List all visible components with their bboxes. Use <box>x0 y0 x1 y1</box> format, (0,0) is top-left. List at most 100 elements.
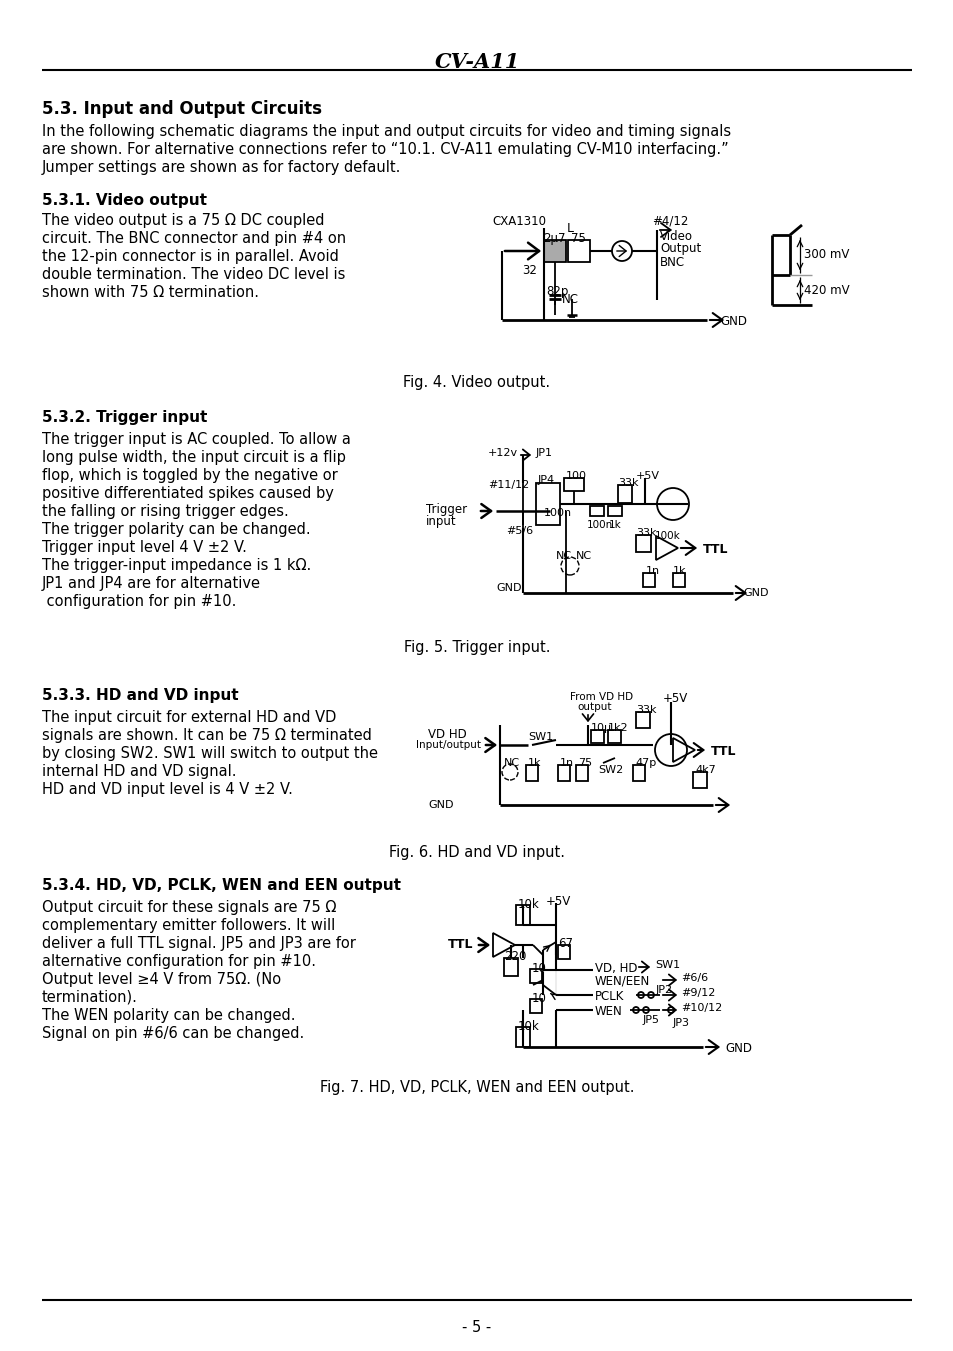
Text: alternative configuration for pin #10.: alternative configuration for pin #10. <box>42 954 315 969</box>
Text: double termination. The video DC level is: double termination. The video DC level i… <box>42 267 345 282</box>
Text: The trigger polarity can be changed.: The trigger polarity can be changed. <box>42 521 311 536</box>
Text: VD HD: VD HD <box>428 728 466 740</box>
Text: 47p: 47p <box>635 758 656 767</box>
Text: The input circuit for external HD and VD: The input circuit for external HD and VD <box>42 711 336 725</box>
Text: CV-A11: CV-A11 <box>434 51 519 72</box>
Text: 1k: 1k <box>608 520 621 530</box>
Text: flop, which is toggled by the negative or: flop, which is toggled by the negative o… <box>42 467 337 484</box>
Text: Trigger input level 4 V ±2 V.: Trigger input level 4 V ±2 V. <box>42 540 247 555</box>
Bar <box>589 507 603 516</box>
Text: #5/6: #5/6 <box>505 526 533 536</box>
Text: long pulse width, the input circuit is a flip: long pulse width, the input circuit is a… <box>42 450 346 465</box>
Text: 10: 10 <box>532 962 546 975</box>
Text: Fig. 6. HD and VD input.: Fig. 6. HD and VD input. <box>389 844 564 861</box>
Text: WEN: WEN <box>595 1005 622 1019</box>
Text: Video: Video <box>659 230 692 243</box>
Bar <box>530 998 541 1013</box>
Text: Input/output: Input/output <box>416 740 480 750</box>
Text: TTL: TTL <box>448 938 473 951</box>
Bar <box>636 712 649 728</box>
Text: 5.3.4. HD, VD, PCLK, WEN and EEN output: 5.3.4. HD, VD, PCLK, WEN and EEN output <box>42 878 400 893</box>
Text: +12v: +12v <box>488 449 517 458</box>
Text: shown with 75 Ω termination.: shown with 75 Ω termination. <box>42 285 258 300</box>
Text: 4k7: 4k7 <box>695 765 715 775</box>
Text: JP4: JP4 <box>537 476 555 485</box>
Bar <box>563 478 583 490</box>
Text: 5.3. Input and Output Circuits: 5.3. Input and Output Circuits <box>42 100 322 118</box>
Text: Fig. 5. Trigger input.: Fig. 5. Trigger input. <box>403 640 550 655</box>
Text: 5.3.2. Trigger input: 5.3.2. Trigger input <box>42 409 207 426</box>
Text: NC: NC <box>556 551 572 561</box>
Text: 10μ: 10μ <box>590 723 612 734</box>
Text: 2μ7: 2μ7 <box>542 232 565 245</box>
Text: 33k: 33k <box>636 705 656 715</box>
Text: WEN/EEN: WEN/EEN <box>595 975 650 988</box>
Text: by closing SW2. SW1 will switch to output the: by closing SW2. SW1 will switch to outpu… <box>42 746 377 761</box>
Text: 1n: 1n <box>559 758 574 767</box>
Bar <box>607 507 621 516</box>
Text: 1k: 1k <box>527 758 541 767</box>
Bar <box>607 730 620 743</box>
Text: NC: NC <box>576 551 592 561</box>
Text: signals are shown. It can be 75 Ω terminated: signals are shown. It can be 75 Ω termin… <box>42 728 372 743</box>
Text: SW1: SW1 <box>527 732 553 742</box>
Text: The trigger-input impedance is 1 kΩ.: The trigger-input impedance is 1 kΩ. <box>42 558 311 573</box>
Text: The WEN polarity can be changed.: The WEN polarity can be changed. <box>42 1008 295 1023</box>
Text: 100n: 100n <box>586 520 613 530</box>
Text: the 12-pin connector is in parallel. Avoid: the 12-pin connector is in parallel. Avo… <box>42 249 338 263</box>
Text: #11/12: #11/12 <box>488 480 529 490</box>
Bar <box>516 905 530 925</box>
Text: In the following schematic diagrams the input and output circuits for video and : In the following schematic diagrams the … <box>42 124 730 139</box>
Text: JP1 and JP4 are for alternative: JP1 and JP4 are for alternative <box>42 576 261 590</box>
Bar <box>692 771 706 788</box>
Text: 100k: 100k <box>655 531 680 540</box>
Text: JP2: JP2 <box>656 985 673 994</box>
Text: 100n: 100n <box>543 508 572 517</box>
Text: 420 mV: 420 mV <box>803 284 849 297</box>
Text: From VD HD: From VD HD <box>569 692 633 703</box>
Text: 5.3.3. HD and VD input: 5.3.3. HD and VD input <box>42 688 238 703</box>
Bar <box>618 485 631 503</box>
Text: #10/12: #10/12 <box>680 1002 721 1013</box>
Text: CXA1310: CXA1310 <box>492 215 545 228</box>
Text: internal HD and VD signal.: internal HD and VD signal. <box>42 765 236 780</box>
Text: NC: NC <box>561 293 578 305</box>
Text: SW1: SW1 <box>655 961 679 970</box>
Bar <box>503 958 517 975</box>
Text: GND: GND <box>496 584 521 593</box>
Text: TTL: TTL <box>710 744 736 758</box>
Text: 10: 10 <box>532 992 546 1005</box>
Text: TTL: TTL <box>702 543 728 557</box>
Text: +5V: +5V <box>662 692 687 705</box>
Text: 10k: 10k <box>517 1020 539 1034</box>
Text: +5V: +5V <box>636 471 659 481</box>
Text: 67: 67 <box>558 938 573 950</box>
Text: #9/12: #9/12 <box>680 988 715 998</box>
Text: output: output <box>577 703 611 712</box>
Text: Output circuit for these signals are 75 Ω: Output circuit for these signals are 75 … <box>42 900 336 915</box>
Text: Signal on pin #6/6 can be changed.: Signal on pin #6/6 can be changed. <box>42 1025 304 1042</box>
Bar <box>543 240 565 262</box>
Text: 33k: 33k <box>618 478 638 488</box>
Text: Output: Output <box>659 242 700 255</box>
Bar <box>516 1027 530 1047</box>
Text: 10k: 10k <box>517 898 539 911</box>
Text: #6/6: #6/6 <box>680 973 707 984</box>
Text: 220: 220 <box>503 950 526 963</box>
Text: 75: 75 <box>570 232 585 245</box>
Bar <box>636 535 650 553</box>
Bar <box>525 765 537 781</box>
Text: Output level ≥4 V from 75Ω. (No: Output level ≥4 V from 75Ω. (No <box>42 971 281 988</box>
Text: +5V: +5V <box>545 894 571 908</box>
Text: Fig. 7. HD, VD, PCLK, WEN and EEN output.: Fig. 7. HD, VD, PCLK, WEN and EEN output… <box>319 1079 634 1096</box>
Text: #4/12: #4/12 <box>651 215 688 228</box>
Bar <box>576 765 587 781</box>
Bar <box>536 484 559 526</box>
Text: L: L <box>566 222 573 235</box>
Text: NC: NC <box>503 758 519 767</box>
Text: The trigger input is AC coupled. To allow a: The trigger input is AC coupled. To allo… <box>42 432 351 447</box>
Text: positive differentiated spikes caused by: positive differentiated spikes caused by <box>42 486 334 501</box>
Text: are shown. For alternative connections refer to “10.1. CV-A11 emulating CV-M10 i: are shown. For alternative connections r… <box>42 142 728 157</box>
Text: 1n: 1n <box>645 566 659 576</box>
Text: 82p: 82p <box>545 285 568 299</box>
